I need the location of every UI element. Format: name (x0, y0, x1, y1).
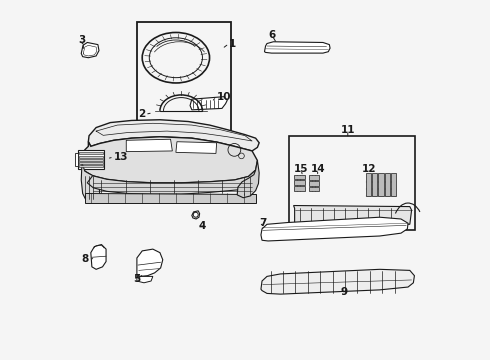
Text: 1: 1 (229, 39, 236, 49)
Text: 9: 9 (341, 287, 348, 297)
Polygon shape (85, 193, 256, 203)
Text: 6: 6 (268, 30, 275, 40)
Text: 14: 14 (310, 165, 325, 174)
Polygon shape (237, 161, 259, 198)
Polygon shape (78, 150, 104, 169)
Bar (309, 187, 319, 192)
Polygon shape (126, 139, 172, 152)
Bar (309, 181, 319, 186)
Text: 10: 10 (217, 92, 231, 102)
Bar (294, 180, 305, 185)
Bar (391, 173, 396, 196)
Bar (137, 22, 231, 141)
Polygon shape (176, 142, 217, 153)
Text: 12: 12 (362, 165, 376, 174)
Text: 11: 11 (341, 125, 355, 135)
Polygon shape (261, 269, 415, 294)
Bar (79, 162, 103, 164)
Text: 5: 5 (133, 274, 141, 284)
Polygon shape (137, 276, 153, 283)
Bar (309, 175, 319, 180)
Text: 7: 7 (259, 217, 267, 228)
Bar (79, 159, 103, 161)
Bar (385, 173, 390, 196)
Polygon shape (265, 42, 330, 53)
Bar (289, 136, 415, 230)
Bar (366, 173, 371, 196)
Bar (294, 175, 305, 179)
Text: 3: 3 (78, 35, 86, 45)
Bar (79, 152, 103, 154)
Polygon shape (190, 97, 227, 110)
Text: 8: 8 (82, 254, 89, 264)
Bar (79, 156, 103, 158)
Text: 15: 15 (294, 165, 308, 174)
Polygon shape (75, 153, 78, 166)
Polygon shape (87, 170, 256, 194)
Text: 4: 4 (198, 221, 206, 231)
Polygon shape (294, 206, 412, 224)
Polygon shape (261, 217, 408, 241)
Text: 2: 2 (138, 109, 145, 120)
Bar (79, 165, 103, 167)
Polygon shape (137, 249, 163, 276)
Bar (372, 173, 377, 196)
Polygon shape (91, 244, 106, 269)
Text: 13: 13 (114, 152, 128, 162)
Polygon shape (192, 211, 199, 219)
Polygon shape (82, 137, 257, 183)
Bar (378, 173, 384, 196)
Polygon shape (81, 163, 99, 203)
Bar (294, 186, 305, 191)
Polygon shape (88, 120, 259, 151)
Polygon shape (81, 42, 99, 58)
